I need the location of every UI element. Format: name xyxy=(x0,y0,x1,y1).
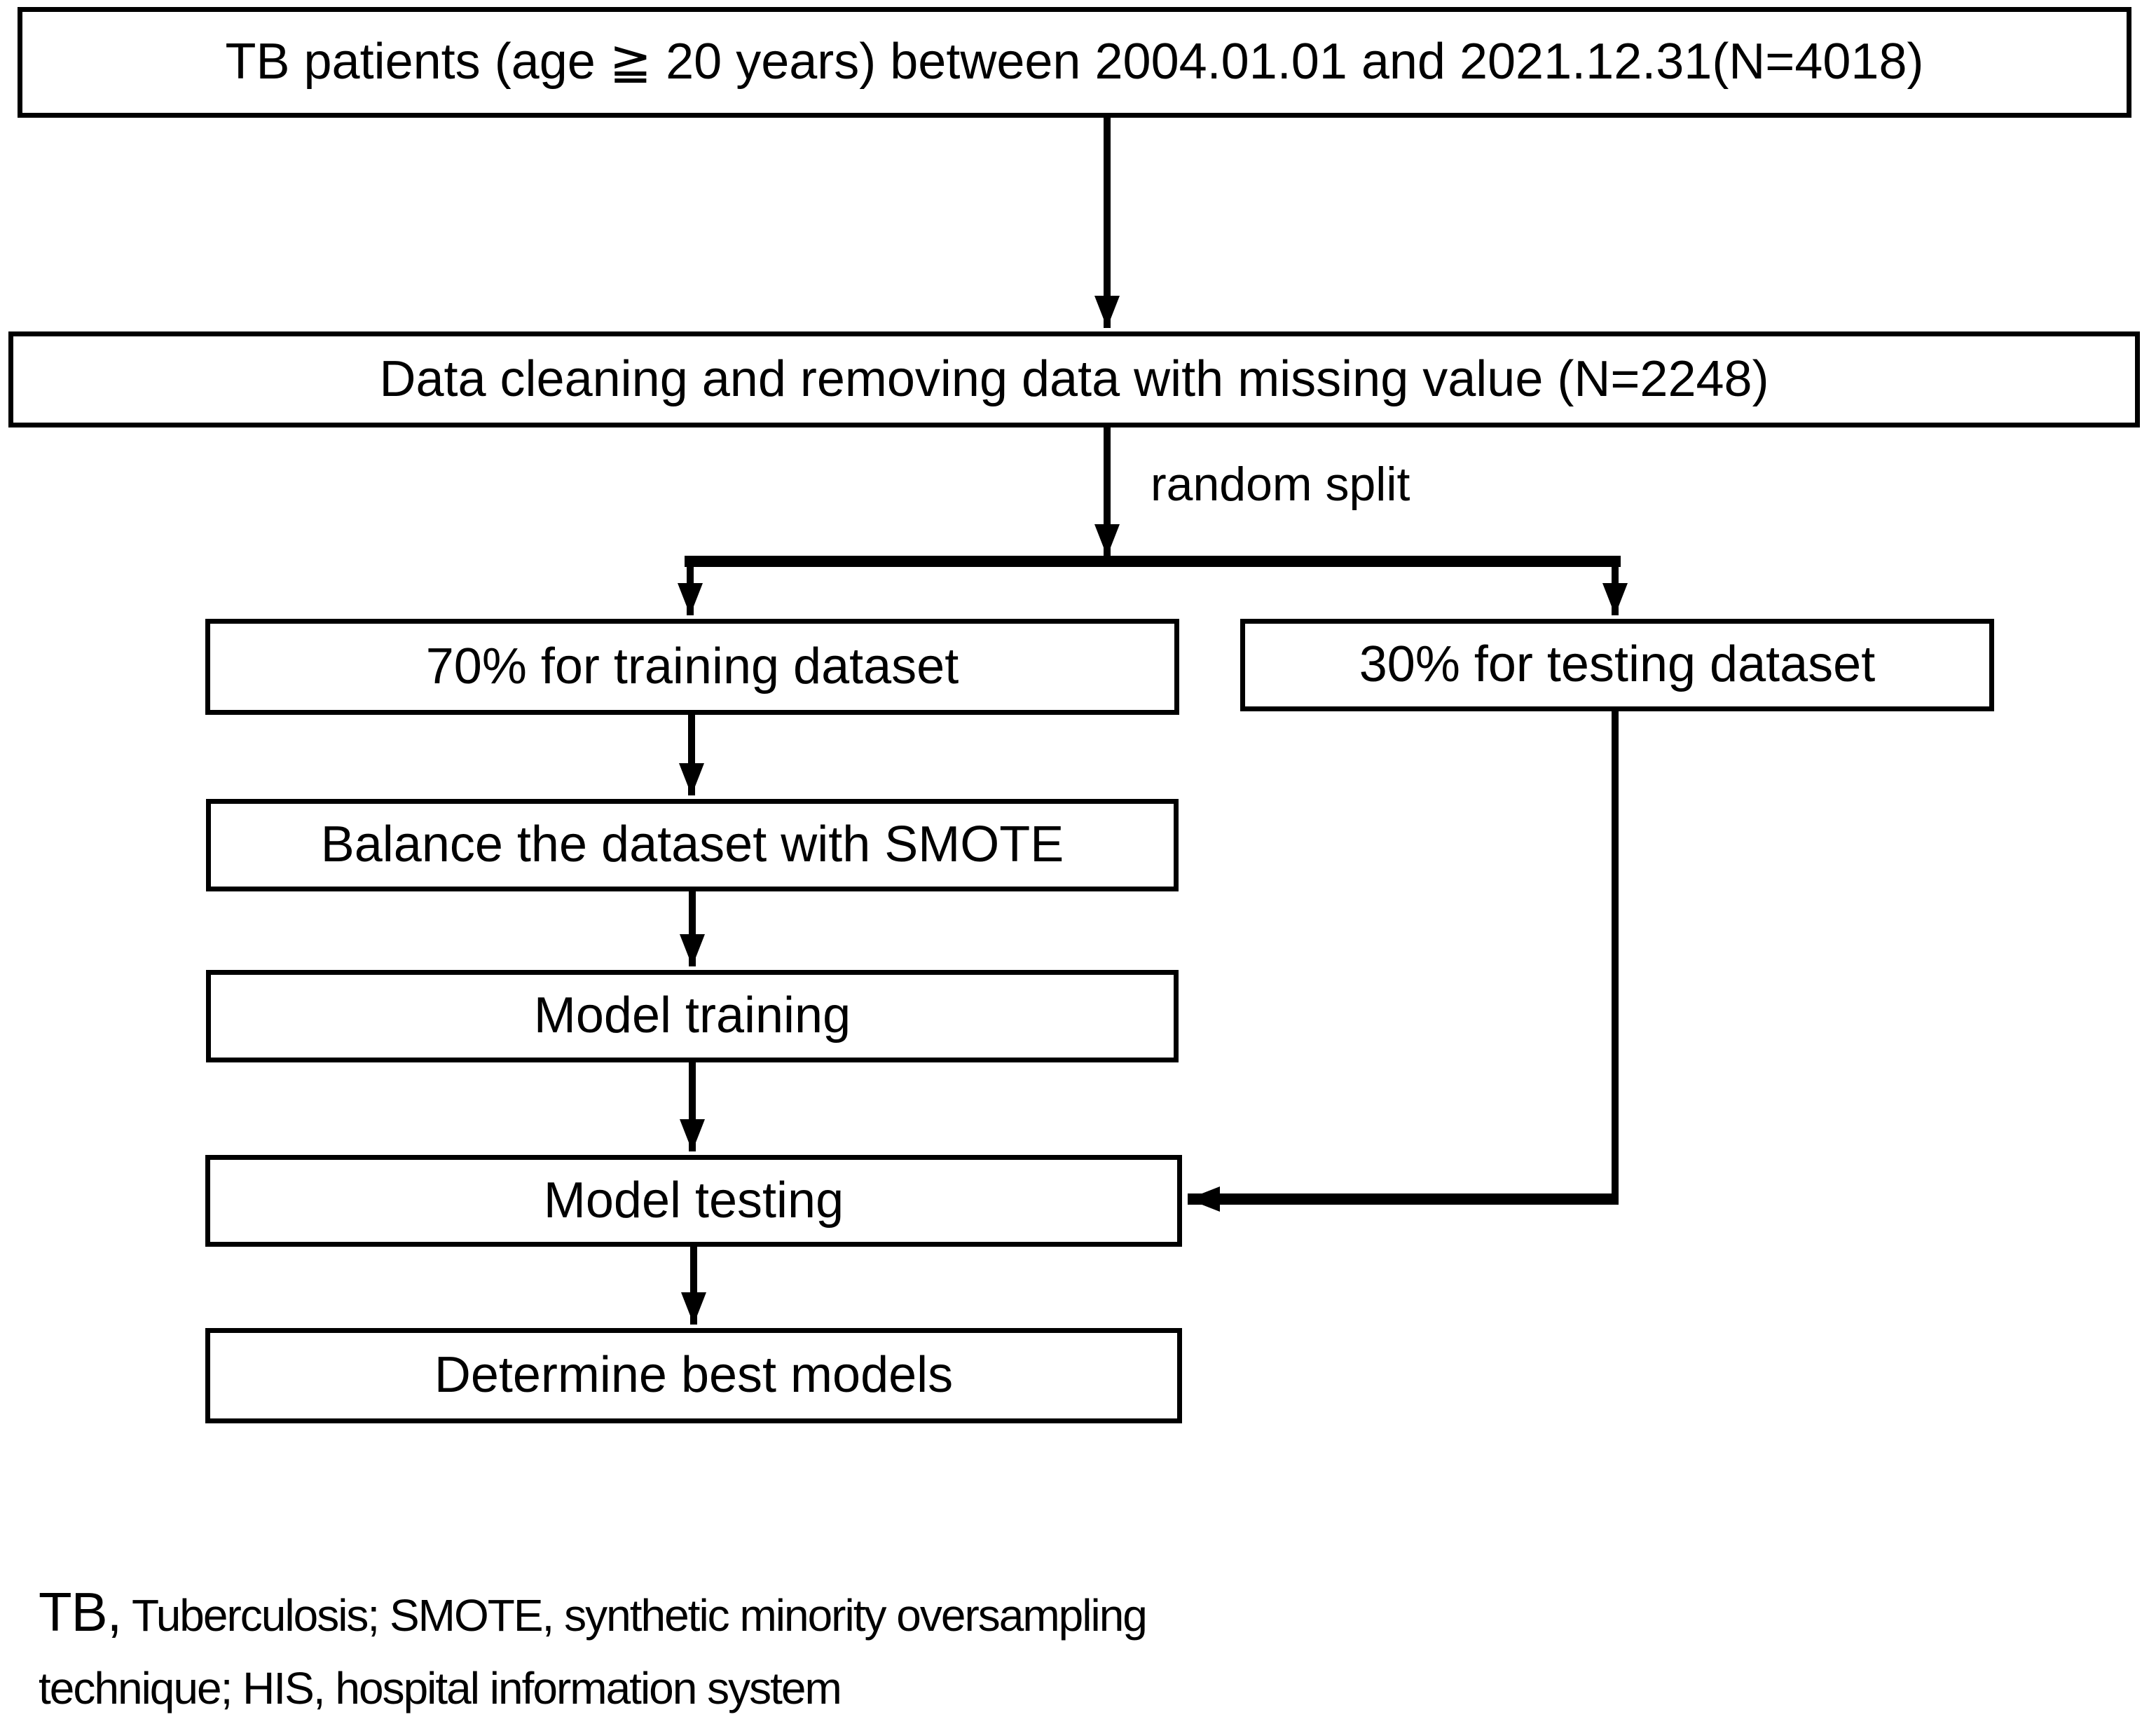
node-testing-dataset-label: 30% for testing dataset xyxy=(1359,636,1876,693)
node-training-dataset: 70% for training dataset xyxy=(205,619,1179,715)
random-split-label: random split xyxy=(1151,458,1410,511)
footnote-tb-prefix: TB, xyxy=(39,1581,122,1643)
node-balance-smote: Balance the dataset with SMOTE xyxy=(206,799,1179,891)
node-testing-dataset: 30% for testing dataset xyxy=(1240,619,1994,711)
node-model-testing: Model testing xyxy=(205,1155,1182,1247)
node-data-cleaning: Data cleaning and removing data with mis… xyxy=(8,331,2140,427)
node-data-cleaning-label: Data cleaning and removing data with mis… xyxy=(379,350,1769,407)
node-determine-best-models: Determine best models xyxy=(205,1328,1182,1423)
abbreviation-footnote: TB, Tuberculosis; SMOTE, synthetic minor… xyxy=(39,1575,1148,1724)
footnote-line2: technique; HIS, hospital information sys… xyxy=(39,1663,842,1713)
footnote-line1-rest: Tuberculosis; SMOTE, synthetic minority … xyxy=(121,1590,1148,1641)
node-tb-patients: TB patients (age ≧ 20 years) between 200… xyxy=(18,7,2131,118)
node-model-training-label: Model training xyxy=(533,987,851,1044)
node-balance-smote-label: Balance the dataset with SMOTE xyxy=(320,816,1064,873)
node-model-training: Model training xyxy=(206,970,1179,1062)
node-training-dataset-label: 70% for training dataset xyxy=(425,638,959,695)
node-model-testing-label: Model testing xyxy=(543,1172,844,1229)
node-tb-patients-label: TB patients (age ≧ 20 years) between 200… xyxy=(225,34,1924,90)
node-determine-best-models-label: Determine best models xyxy=(434,1347,954,1404)
